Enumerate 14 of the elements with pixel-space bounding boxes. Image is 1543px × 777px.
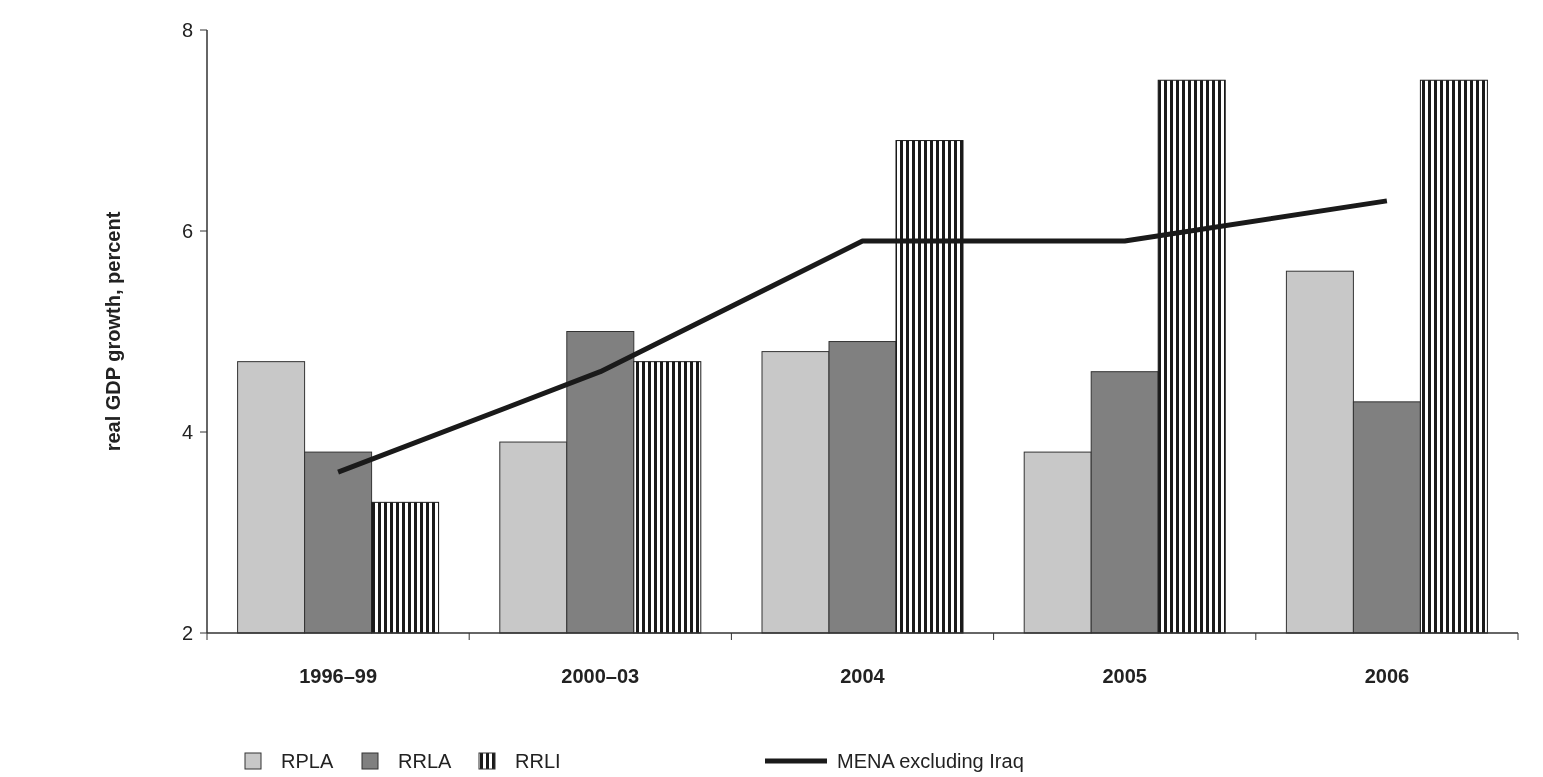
y-tick-label: 4 [181, 421, 193, 443]
legend-label: MENA excluding Iraq [837, 750, 1024, 772]
x-tick-label: 2006 [1364, 665, 1410, 687]
y-tick-label: 8 [181, 19, 193, 41]
x-tick-label: 2004 [840, 665, 886, 687]
legend-label: RRLI [515, 750, 561, 772]
x-tick-label: 2000–03 [561, 665, 640, 687]
legend-label: RPLA [281, 750, 334, 772]
y-tick-label: 2 [181, 622, 193, 644]
x-tick-label: 1996–99 [299, 665, 378, 687]
legend-label: RRLA [398, 750, 453, 772]
y-axis-title: real GDP growth, percent [102, 211, 124, 452]
x-tick-label: 2005 [1102, 665, 1147, 687]
y-tick-label: 6 [181, 220, 193, 242]
